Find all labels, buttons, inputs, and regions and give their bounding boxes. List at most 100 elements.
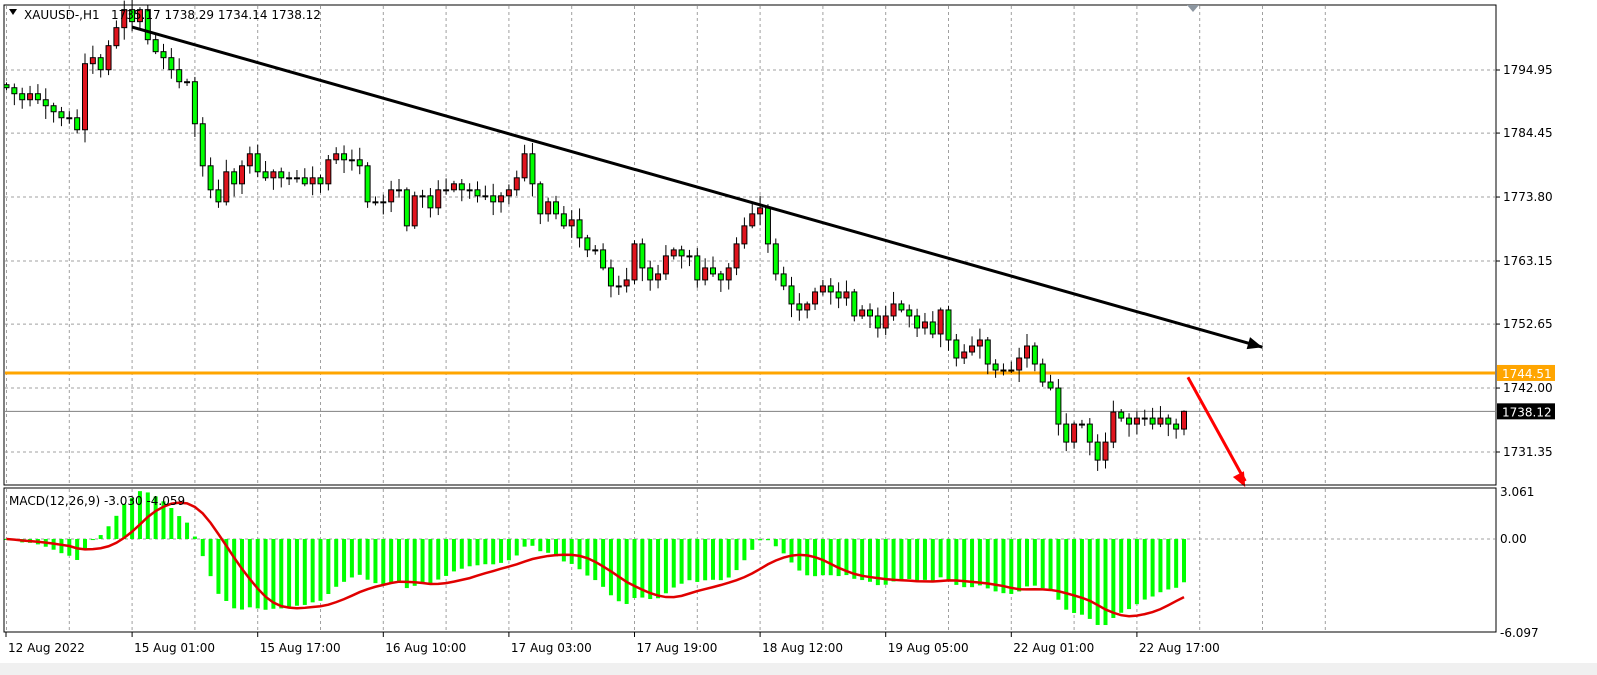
macd-histogram-bar bbox=[554, 539, 558, 557]
macd-histogram-bar bbox=[781, 539, 786, 554]
candle-bullish bbox=[66, 117, 73, 120]
candle-bearish bbox=[1165, 417, 1172, 425]
macd-histogram-bar bbox=[169, 508, 174, 539]
candle-bearish bbox=[639, 243, 646, 269]
candle-bearish bbox=[403, 189, 410, 227]
macd-histogram-bar bbox=[915, 539, 920, 581]
macd-histogram-bar bbox=[1032, 539, 1037, 586]
chart-shift-marker-icon[interactable] bbox=[1187, 5, 1199, 12]
candle-bearish bbox=[851, 291, 858, 317]
candle-bullish bbox=[655, 273, 662, 281]
macd-histogram-bar bbox=[703, 539, 708, 581]
macd-histogram-bar bbox=[828, 539, 833, 576]
macd-histogram-bar bbox=[271, 539, 276, 609]
candle-bullish bbox=[1133, 417, 1140, 425]
candle-bullish bbox=[1157, 417, 1164, 425]
time-tick-label: 15 Aug 01:00 bbox=[134, 641, 215, 655]
macd-histogram-bar bbox=[294, 539, 299, 606]
macd-histogram-bar bbox=[993, 539, 998, 592]
macd-histogram-bar bbox=[334, 539, 339, 587]
macd-histogram-bar bbox=[373, 539, 378, 584]
candle-bearish bbox=[317, 177, 324, 185]
macd-histogram-bar bbox=[954, 539, 959, 585]
macd-histogram-bar bbox=[577, 539, 582, 570]
time-tick-label: 18 Aug 12:00 bbox=[762, 641, 843, 655]
candle-bearish bbox=[1173, 423, 1180, 430]
candle-bullish bbox=[545, 201, 552, 215]
candle-bearish bbox=[301, 177, 308, 185]
macd-histogram-bar bbox=[789, 539, 794, 563]
macd-histogram-bar bbox=[860, 539, 865, 581]
candle-bullish bbox=[309, 177, 316, 185]
candle-bullish bbox=[702, 267, 709, 281]
macd-histogram-bar bbox=[302, 539, 307, 605]
macd-histogram-bar bbox=[483, 539, 488, 565]
macd-histogram-bar bbox=[177, 516, 182, 539]
macd-histogram-bar bbox=[1040, 539, 1045, 589]
candle-bearish bbox=[19, 93, 26, 101]
candle-bearish bbox=[207, 165, 214, 191]
candle-bullish bbox=[890, 303, 897, 317]
candle-bullish bbox=[113, 27, 120, 47]
price-tick-label: 1784.45 bbox=[1503, 126, 1553, 140]
macd-histogram-bar bbox=[1142, 539, 1147, 600]
price-tick-label: 1742.00 bbox=[1503, 381, 1553, 395]
macd-histogram-bar bbox=[938, 539, 943, 578]
candle-bearish bbox=[678, 249, 685, 257]
candle-bullish bbox=[136, 9, 143, 23]
macd-histogram-bar bbox=[640, 539, 645, 598]
candle-bearish bbox=[647, 267, 654, 281]
drawing-objects[interactable] bbox=[131, 25, 1263, 488]
macd-pane-border bbox=[3, 487, 1497, 633]
candle-bearish bbox=[1039, 363, 1046, 383]
candle-bullish bbox=[396, 189, 402, 192]
candle-bearish bbox=[1086, 423, 1093, 443]
macd-histogram-bar bbox=[224, 539, 229, 601]
bid-price-tag bbox=[1497, 403, 1555, 420]
candle-bullish bbox=[466, 189, 473, 192]
candle-bullish bbox=[443, 189, 450, 192]
macd-histogram-bar bbox=[514, 539, 519, 556]
macd-histogram-bar bbox=[671, 539, 676, 588]
macd-histogram-bar bbox=[208, 539, 213, 577]
macd-histogram-bar bbox=[1025, 539, 1029, 587]
macd-histogram-bar bbox=[404, 539, 409, 589]
macd-histogram-bar bbox=[349, 539, 354, 578]
candle-bullish bbox=[105, 45, 112, 71]
macd-histogram-bar bbox=[922, 539, 927, 580]
candle-bearish bbox=[906, 309, 913, 317]
candle-bullish bbox=[969, 345, 976, 353]
macd-histogram-bar bbox=[436, 539, 441, 580]
macd-histogram-bar bbox=[734, 539, 739, 571]
candle-bearish bbox=[1126, 417, 1133, 425]
macd-histogram-bar bbox=[130, 498, 135, 539]
candle-bearish bbox=[34, 93, 41, 101]
macd-histogram-bar bbox=[318, 539, 323, 601]
macd-histogram-bar bbox=[656, 539, 661, 599]
macd-histogram-bar bbox=[648, 539, 653, 600]
candle-bullish bbox=[450, 183, 457, 191]
macd-histogram-bar bbox=[412, 539, 417, 586]
candle-bearish bbox=[191, 81, 198, 125]
level-price-tag bbox=[1497, 364, 1555, 381]
candle-bullish bbox=[435, 189, 442, 209]
macd-histogram-bar bbox=[106, 526, 111, 539]
ohlc-label: 1735.17 1738.29 1734.14 1738.12 bbox=[111, 8, 321, 22]
macd-histogram-bar bbox=[679, 539, 684, 584]
candle-bearish bbox=[576, 219, 583, 239]
candle-bullish bbox=[1008, 369, 1015, 372]
macd-histogram-bar bbox=[444, 539, 449, 576]
macd-histogram-bar bbox=[1087, 539, 1092, 619]
macd-panel[interactable] bbox=[4, 491, 1496, 626]
candle-bullish bbox=[89, 57, 96, 65]
price-tick-label: 1763.15 bbox=[1503, 254, 1553, 268]
candle-bullish bbox=[733, 243, 740, 269]
macd-histogram-bar bbox=[1166, 539, 1171, 590]
candle-bullish bbox=[757, 207, 764, 215]
triangle-down-icon[interactable] bbox=[9, 9, 17, 15]
macd-histogram-bar bbox=[695, 539, 700, 582]
macd-histogram-bar bbox=[883, 539, 888, 585]
macd-histogram-bar bbox=[836, 539, 841, 577]
candle-bearish bbox=[50, 105, 57, 113]
